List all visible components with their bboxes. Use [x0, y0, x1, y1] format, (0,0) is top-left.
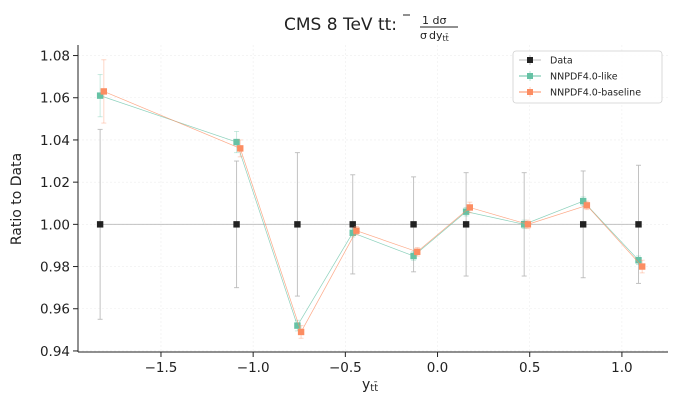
legend-marker [527, 73, 533, 79]
legend: Data NNPDF4.0-like NNPDF4.0-baseline [512, 50, 663, 104]
data-point [349, 221, 356, 228]
data-point [353, 227, 360, 234]
data-point [414, 248, 421, 255]
title-frac-dy: dy [429, 29, 443, 42]
data-point [237, 145, 244, 152]
x-tick-label: −1.0 [237, 360, 270, 376]
legend-frame [512, 50, 663, 104]
y-tick-label: 0.98 [40, 260, 70, 276]
data-point [462, 208, 470, 215]
series-line [103, 91, 643, 333]
data-point [294, 221, 301, 228]
title-bar: t [385, 15, 392, 35]
title-frac-numerator: 1 dσ [422, 14, 446, 27]
data-point [410, 252, 417, 260]
x-ticks: −1.5 −1.0 −0.5 0.0 0.5 1.0 [145, 352, 633, 376]
series-data [96, 128, 642, 320]
x-axis-label: ytt̄ [362, 377, 378, 394]
data-point [349, 229, 356, 236]
data-point [96, 92, 104, 99]
x-tick-label: 0.5 [519, 360, 540, 376]
title-frac-sub: tt̄ [442, 33, 448, 43]
data-point [96, 221, 104, 228]
x-tick-label: 1.0 [611, 360, 632, 376]
title-colon: : [391, 15, 397, 35]
data-point [297, 328, 305, 336]
x-axis-label-sub: tt̄ [370, 381, 378, 394]
chart-title: CMS 8 TeV tt: [284, 15, 397, 35]
series-line [100, 95, 639, 327]
legend-marker [527, 57, 533, 63]
data-point [233, 221, 240, 228]
legend-label: NNPDF4.0-like [550, 72, 618, 83]
y-tick-label: 1.02 [40, 175, 70, 191]
y-axis-label: Ratio to Data [9, 153, 25, 245]
y-tick-label: 1.06 [40, 91, 70, 107]
data-point [233, 138, 240, 146]
data-point [100, 88, 108, 95]
series-nnpdf40-like [96, 74, 642, 332]
data-point [635, 257, 642, 264]
y-tick-label: 0.94 [40, 344, 70, 360]
title-main: CMS 8 TeV t [284, 15, 385, 35]
data-point [635, 221, 642, 228]
x-axis-label-main: y [362, 377, 370, 393]
y-tick-label: 0.96 [40, 302, 70, 318]
title-frac-denominator: σ dytt̄ [420, 29, 449, 43]
y-tick-label: 1.08 [40, 49, 70, 65]
y-tick-label: 1.00 [40, 217, 70, 233]
series [96, 59, 646, 339]
series-nnpdf40-baseline [100, 59, 646, 339]
data-point [462, 221, 470, 228]
data-point [579, 197, 587, 205]
x-tick-label: −0.5 [329, 360, 362, 376]
data-point [466, 204, 473, 211]
y-ticks: 0.94 0.96 0.98 1.00 1.02 1.04 1.06 1.08 [40, 49, 78, 360]
data-point [410, 221, 417, 228]
x-tick-label: −1.5 [145, 360, 178, 376]
data-point [583, 202, 591, 209]
data-point [520, 221, 528, 228]
grid [78, 45, 668, 352]
data-point [524, 221, 532, 228]
data-point [638, 263, 646, 270]
data-point [579, 221, 587, 228]
data-point [294, 322, 301, 329]
x-tick-label: 0.0 [427, 360, 448, 376]
title-frac-sigma: σ [420, 29, 427, 42]
legend-label: Data [550, 56, 573, 67]
y-tick-label: 1.04 [40, 133, 70, 149]
legend-marker [527, 89, 533, 95]
axes [77, 45, 668, 353]
legend-label: NNPDF4.0-baseline [550, 88, 641, 99]
